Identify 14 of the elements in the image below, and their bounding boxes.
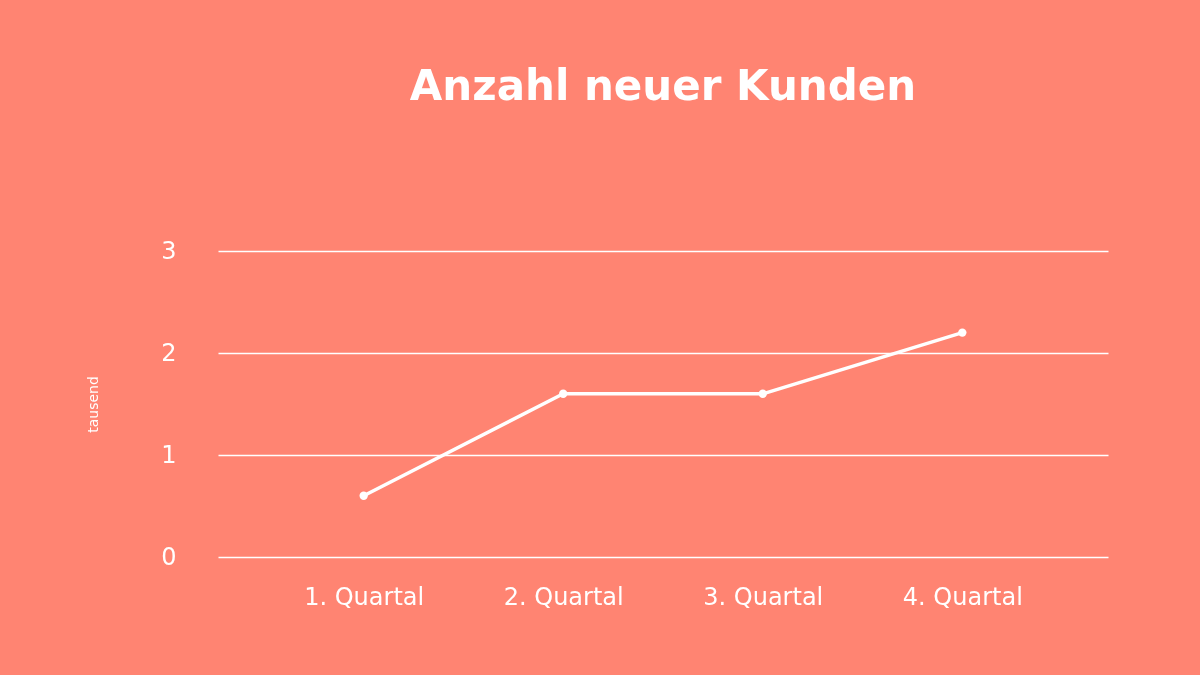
point xyxy=(758,389,767,398)
y-tick-label: 2 xyxy=(161,338,177,367)
y-tick-label: 0 xyxy=(161,542,177,571)
x-tick-label: 3. Quartal xyxy=(703,582,824,611)
y-tick-label: 3 xyxy=(161,236,177,265)
point xyxy=(958,328,967,337)
y-axis-title: tausend xyxy=(85,376,102,433)
x-tick-label: 2. Quartal xyxy=(503,582,624,611)
x-tick-label: 4. Quartal xyxy=(902,582,1023,611)
y-tick-label: 1 xyxy=(161,440,177,469)
point xyxy=(559,389,568,398)
chart-title: Anzahl neuer Kunden xyxy=(409,61,917,110)
x-tick-label: 1. Quartal xyxy=(304,582,425,611)
point xyxy=(359,491,368,500)
